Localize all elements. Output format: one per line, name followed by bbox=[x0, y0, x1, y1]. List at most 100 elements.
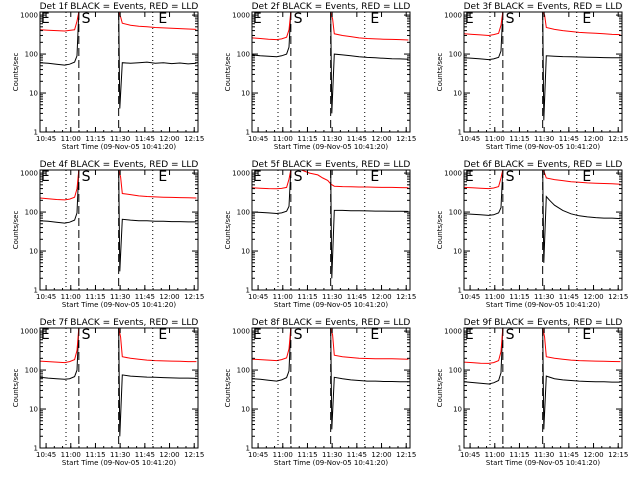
plot-frame bbox=[39, 327, 199, 449]
x-tick-label: 11:45 bbox=[347, 451, 367, 459]
x-axis-label: Start Time (09-Nov-05 10:41:20) bbox=[62, 459, 176, 467]
y-tick-label: 1000 bbox=[232, 170, 250, 178]
y-tick-label: 1 bbox=[458, 445, 462, 453]
y-tick-label: 100 bbox=[237, 51, 250, 59]
series-events bbox=[464, 328, 621, 430]
x-axis-label: Start Time (09-Nov-05 10:41:20) bbox=[486, 459, 600, 467]
y-axis-label: Counts/sec bbox=[436, 211, 444, 250]
x-tick-label: 12:00 bbox=[159, 135, 179, 143]
series-group bbox=[252, 170, 409, 279]
x-tick-label: 10:45 bbox=[460, 293, 480, 301]
x-axis-label: Start Time (09-Nov-05 10:41:20) bbox=[274, 301, 388, 309]
marker-label-s2: S bbox=[506, 169, 515, 185]
y-tick-label: 1 bbox=[34, 287, 38, 295]
x-axis-label: Start Time (09-Nov-05 10:41:20) bbox=[274, 459, 388, 467]
marker-label-e1: E bbox=[253, 169, 262, 185]
y-tick-label: 1 bbox=[34, 129, 38, 137]
x-tick-label: 12:00 bbox=[583, 135, 603, 143]
y-tick-label: 1 bbox=[34, 445, 38, 453]
x-tick-label: 11:15 bbox=[297, 451, 317, 459]
y-tick-label: 10 bbox=[29, 90, 38, 98]
y-tick-label: 1 bbox=[458, 129, 462, 137]
marker-label-e3: E bbox=[370, 169, 379, 185]
x-tick-label: 12:00 bbox=[583, 293, 603, 301]
x-tick-label: 11:15 bbox=[85, 135, 105, 143]
plot-frame bbox=[463, 327, 623, 449]
marker-label-s2: S bbox=[506, 327, 515, 343]
marker-label-s2: S bbox=[294, 327, 303, 343]
x-tick-label: 12:00 bbox=[583, 451, 603, 459]
y-tick-label: 10 bbox=[241, 90, 250, 98]
marker-label-e3: E bbox=[158, 11, 167, 27]
x-tick-label: 11:30 bbox=[110, 135, 130, 143]
x-tick-label: 10:45 bbox=[248, 451, 268, 459]
x-tick-label: 11:00 bbox=[485, 451, 505, 459]
x-tick-label: 11:45 bbox=[559, 293, 579, 301]
panel-title: Det 4f BLACK = Events, RED = LLD bbox=[40, 160, 199, 170]
panel-title: Det 3f BLACK = Events, RED = LLD bbox=[464, 2, 623, 12]
x-tick-label: 11:30 bbox=[534, 293, 554, 301]
y-tick-label: 1 bbox=[246, 129, 250, 137]
x-tick-label: 12:00 bbox=[371, 293, 391, 301]
x-tick-label: 11:45 bbox=[135, 135, 155, 143]
y-tick-label: 1000 bbox=[20, 170, 38, 178]
x-tick-label: 10:45 bbox=[36, 293, 56, 301]
y-axis-label: Counts/sec bbox=[12, 53, 20, 92]
x-tick-label: 10:45 bbox=[248, 135, 268, 143]
y-tick-label: 100 bbox=[25, 51, 38, 59]
series-group bbox=[464, 12, 621, 121]
x-tick-label: 10:45 bbox=[460, 135, 480, 143]
x-tick-label: 11:30 bbox=[322, 293, 342, 301]
series-events bbox=[252, 170, 409, 279]
x-tick-label: 12:15 bbox=[184, 135, 204, 143]
series-group bbox=[464, 170, 621, 263]
marker-label-e1: E bbox=[465, 327, 474, 343]
marker-label-e3: E bbox=[158, 327, 167, 343]
y-tick-label: 1000 bbox=[444, 170, 462, 178]
x-tick-label: 11:00 bbox=[273, 451, 293, 459]
marker-label-s2: S bbox=[506, 11, 515, 27]
y-axis-label: Counts/sec bbox=[436, 369, 444, 408]
x-tick-label: 12:15 bbox=[184, 293, 204, 301]
x-tick-label: 10:45 bbox=[36, 451, 56, 459]
x-tick-label: 11:15 bbox=[85, 293, 105, 301]
x-axis-label: Start Time (09-Nov-05 10:41:20) bbox=[62, 301, 176, 309]
x-tick-label: 12:15 bbox=[184, 451, 204, 459]
plot-frame bbox=[251, 11, 411, 133]
y-tick-label: 100 bbox=[237, 367, 250, 375]
y-tick-label: 10 bbox=[29, 248, 38, 256]
x-tick-label: 11:30 bbox=[110, 451, 130, 459]
y-axis-label: Counts/sec bbox=[436, 53, 444, 92]
y-tick-label: 100 bbox=[25, 367, 38, 375]
y-axis-label: Counts/sec bbox=[12, 211, 20, 250]
y-tick-label: 100 bbox=[449, 51, 462, 59]
x-tick-label: 11:00 bbox=[61, 451, 81, 459]
y-tick-label: 1000 bbox=[20, 328, 38, 336]
y-tick-label: 1000 bbox=[444, 12, 462, 20]
marker-label-e3: E bbox=[582, 327, 591, 343]
y-tick-label: 10 bbox=[241, 248, 250, 256]
x-tick-label: 10:45 bbox=[36, 135, 56, 143]
y-axis-label: Counts/sec bbox=[224, 211, 232, 250]
y-tick-label: 1000 bbox=[232, 328, 250, 336]
x-tick-label: 11:30 bbox=[322, 451, 342, 459]
y-tick-label: 10 bbox=[241, 406, 250, 414]
x-tick-label: 12:15 bbox=[608, 451, 628, 459]
x-tick-label: 11:30 bbox=[322, 135, 342, 143]
series-group bbox=[464, 328, 621, 430]
x-tick-label: 12:15 bbox=[608, 293, 628, 301]
x-axis-label: Start Time (09-Nov-05 10:41:20) bbox=[62, 143, 176, 151]
panel-title: Det 2f BLACK = Events, RED = LLD bbox=[252, 2, 411, 12]
series-lld bbox=[40, 170, 197, 201]
x-axis-label: Start Time (09-Nov-05 10:41:20) bbox=[486, 301, 600, 309]
marker-label-e1: E bbox=[253, 327, 262, 343]
x-tick-label: 11:30 bbox=[534, 135, 554, 143]
